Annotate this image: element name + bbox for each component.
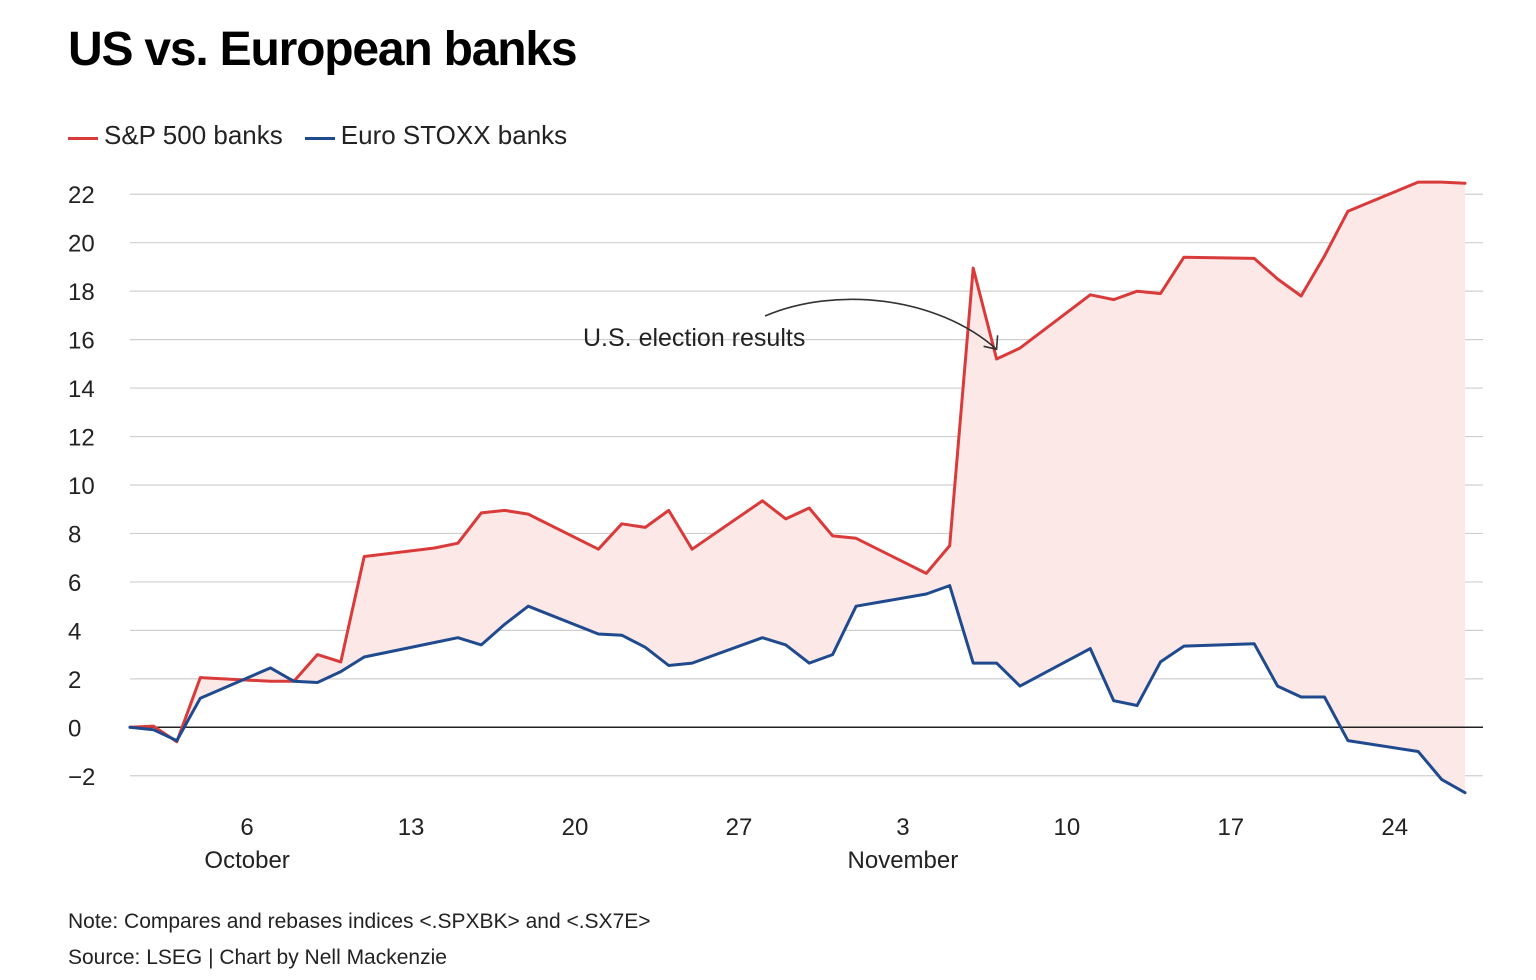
x-axis-ticks: 6 October 13 20 27 3 November 10 17 24 xyxy=(204,814,1408,874)
series-line-eurostoxx xyxy=(128,584,1467,795)
x-tick-label: 10 xyxy=(1053,814,1080,841)
legend: S&P 500 banks Euro STOXX banks xyxy=(68,120,567,151)
x-tick-label: 27 xyxy=(726,814,753,841)
chart-title: US vs. European banks xyxy=(68,23,578,76)
annotation-arrowhead xyxy=(983,335,999,351)
x-tick-label: 13 xyxy=(398,814,425,841)
series-lines xyxy=(128,180,1467,795)
y-tick-label: 22 xyxy=(68,182,95,209)
x-tick-label: 6 xyxy=(240,814,253,841)
series-line-sp500 xyxy=(128,180,1467,744)
y-tick-label: 12 xyxy=(68,425,95,452)
annotation: U.S. election results xyxy=(583,298,999,352)
y-tick-label: 10 xyxy=(68,473,95,500)
y-tick-label: 20 xyxy=(68,231,95,258)
chart-note: Note: Compares and rebases indices <.SPX… xyxy=(68,910,651,933)
legend-label-eurostoxx: Euro STOXX banks xyxy=(340,120,568,150)
x-tick-label: 3 xyxy=(896,814,909,841)
y-tick-label: −2 xyxy=(68,764,95,791)
chart-source: Source: LSEG | Chart by Nell Mackenzie xyxy=(68,946,447,969)
y-axis-ticks: −2 0 2 4 6 8 10 12 14 16 18 20 22 xyxy=(68,182,95,791)
legend-item-eurostoxx: Euro STOXX banks xyxy=(304,120,568,151)
y-tick-label: 8 xyxy=(68,521,81,548)
x-tick-month-label: November xyxy=(848,847,959,874)
x-tick-label: 17 xyxy=(1217,814,1244,841)
y-tick-label: 2 xyxy=(68,667,81,694)
y-tick-label: 18 xyxy=(68,279,95,306)
y-tick-label: 16 xyxy=(68,328,95,355)
gap-area xyxy=(130,182,1465,793)
y-tick-label: 6 xyxy=(68,570,81,597)
legend-swatch-eurostoxx xyxy=(304,137,335,140)
annotation-arrow xyxy=(764,298,998,350)
legend-label-sp500: S&P 500 banks xyxy=(104,120,283,150)
gap-fill xyxy=(130,182,1465,793)
x-tick-label: 24 xyxy=(1381,814,1408,841)
y-tick-label: 4 xyxy=(68,618,81,645)
legend-item-sp500: S&P 500 banks xyxy=(68,120,283,151)
y-tick-label: 14 xyxy=(68,376,95,403)
legend-swatch-sp500 xyxy=(68,137,98,140)
y-tick-label: 0 xyxy=(68,715,81,742)
annotation-label: U.S. election results xyxy=(583,324,805,352)
x-tick-month-label: October xyxy=(204,847,289,874)
x-tick-label: 20 xyxy=(562,814,589,841)
